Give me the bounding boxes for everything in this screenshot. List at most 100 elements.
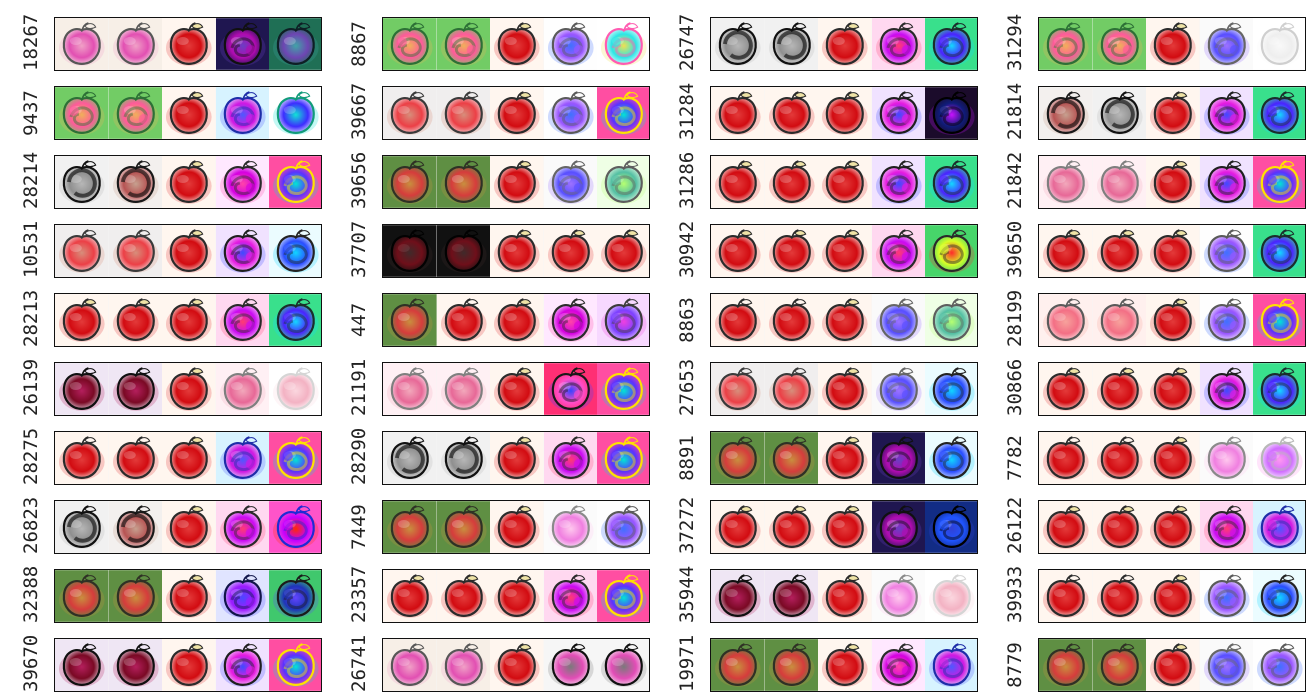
apple-tile — [436, 639, 491, 691]
apple-image — [711, 639, 765, 691]
apple-tile — [711, 363, 765, 415]
grid-row: 9437 — [0, 69, 328, 140]
apple-tile — [711, 87, 765, 139]
apple-tile — [162, 18, 216, 70]
apple-tile — [711, 639, 765, 691]
apple-tile — [436, 501, 491, 553]
image-strip — [710, 17, 978, 71]
apple-image — [1199, 432, 1254, 484]
apple-image — [436, 432, 491, 484]
apple-tile — [269, 570, 321, 622]
apple-tile — [925, 156, 977, 208]
row-label: 37707 — [348, 220, 370, 278]
apple-image — [490, 294, 544, 346]
apple-image — [490, 639, 544, 691]
image-strip — [1038, 86, 1306, 140]
apple-image — [711, 363, 765, 415]
row-label: 39656 — [348, 151, 370, 209]
apple-image — [162, 18, 216, 70]
image-strip — [54, 17, 322, 71]
apple-tile — [108, 501, 163, 553]
apple-tile — [1092, 501, 1147, 553]
apple-tile — [818, 225, 872, 277]
image-strip — [1038, 362, 1306, 416]
image-strip — [54, 224, 322, 278]
apple-image — [818, 225, 872, 277]
apple-tile — [543, 639, 598, 691]
apple-image — [1253, 639, 1305, 691]
apple-tile — [162, 501, 216, 553]
apple-tile — [1146, 225, 1200, 277]
apple-tile — [55, 87, 109, 139]
grid-row: 23357 — [328, 552, 656, 623]
apple-image — [162, 225, 216, 277]
image-strip — [54, 155, 322, 209]
apple-tile — [925, 225, 977, 277]
apple-tile — [436, 87, 491, 139]
apple-tile — [490, 570, 544, 622]
apple-image — [1253, 501, 1305, 553]
apple-image — [162, 363, 216, 415]
apple-tile — [764, 225, 819, 277]
apple-image — [108, 294, 163, 346]
apple-tile — [1092, 294, 1147, 346]
image-strip — [54, 431, 322, 485]
apple-image — [55, 570, 109, 622]
grid-row: 26747 — [656, 0, 984, 71]
image-strip — [1038, 638, 1306, 692]
grid-row: 8779 — [984, 621, 1312, 692]
apple-tile — [1092, 363, 1147, 415]
apple-image — [1253, 363, 1305, 415]
apple-image — [597, 501, 649, 553]
apple-image — [925, 363, 977, 415]
grid-row: 8867 — [328, 0, 656, 71]
apple-image — [871, 501, 926, 553]
apple-image — [711, 294, 765, 346]
grid-row: 28213 — [0, 276, 328, 347]
apple-image — [269, 501, 321, 553]
apple-image — [436, 225, 491, 277]
apple-image — [925, 87, 977, 139]
row-label: 9437 — [20, 90, 42, 136]
apple-tile — [1092, 156, 1147, 208]
apple-tile — [490, 225, 544, 277]
apple-tile — [1253, 18, 1305, 70]
apple-tile — [1146, 18, 1200, 70]
row-label: 27653 — [676, 358, 698, 416]
apple-image — [215, 294, 270, 346]
apple-tile — [1253, 639, 1305, 691]
apple-image — [55, 501, 109, 553]
apple-image — [871, 156, 926, 208]
apple-tile — [925, 363, 977, 415]
apple-image — [1199, 294, 1254, 346]
apple-tile — [215, 18, 270, 70]
apple-image — [162, 87, 216, 139]
apple-image — [818, 432, 872, 484]
apple-tile — [269, 87, 321, 139]
image-strip — [54, 362, 322, 416]
apple-tile — [925, 501, 977, 553]
apple-tile — [818, 156, 872, 208]
apple-tile — [818, 432, 872, 484]
apple-image — [269, 18, 321, 70]
apple-tile — [490, 156, 544, 208]
apple-image — [597, 294, 649, 346]
image-strip — [1038, 431, 1306, 485]
apple-image — [871, 570, 926, 622]
row-label: 37272 — [676, 496, 698, 554]
apple-tile — [818, 18, 872, 70]
image-strip — [382, 362, 650, 416]
apple-image — [597, 639, 649, 691]
apple-image — [1092, 501, 1147, 553]
apple-tile — [436, 225, 491, 277]
apple-image — [764, 501, 819, 553]
apple-image — [871, 432, 926, 484]
apple-tile — [1039, 294, 1093, 346]
apple-tile — [1199, 156, 1254, 208]
apple-image — [711, 18, 765, 70]
apple-tile — [871, 501, 926, 553]
apple-tile — [55, 501, 109, 553]
grid-row: 39670 — [0, 621, 328, 692]
apple-tile — [597, 225, 649, 277]
apple-image — [55, 363, 109, 415]
